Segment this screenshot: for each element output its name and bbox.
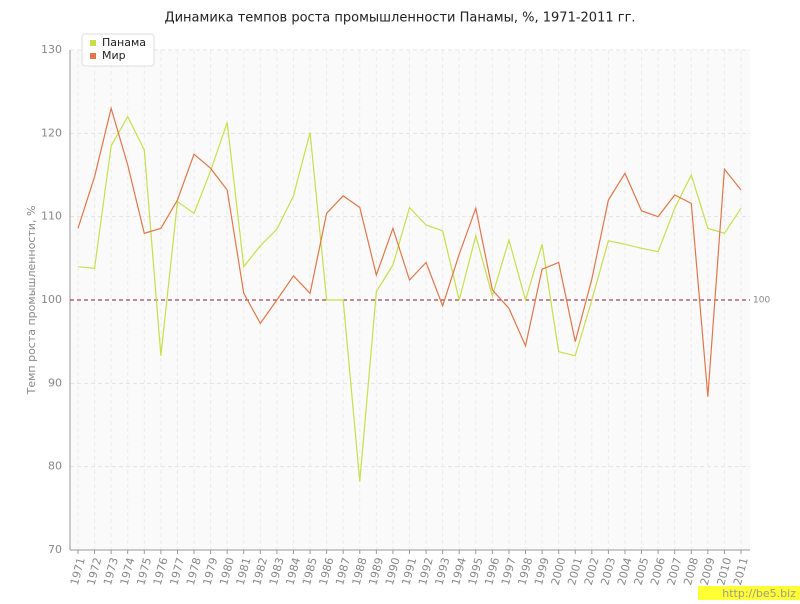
chart-title: Динамика темпов роста промышленности Пан… (164, 11, 635, 26)
watermark: http://be5.biz (722, 587, 796, 600)
y-tick-label: 110 (41, 210, 62, 223)
series-line (77, 106, 742, 397)
y-tick-label: 100 (41, 293, 62, 306)
watermark-bg (698, 586, 800, 600)
legend-label: Панама (102, 36, 146, 49)
y-tick-label: 70 (48, 543, 62, 556)
reference-label: 100 (753, 296, 770, 306)
y-tick-label: 130 (41, 43, 62, 56)
legend-label: Мир (102, 49, 126, 62)
legend-box (81, 33, 155, 67)
y-tick-label: 80 (48, 460, 62, 473)
x-tick-label: 2011 (731, 556, 751, 586)
y-axis-label: Темп роста промышленности, % (25, 206, 38, 396)
series-line (77, 115, 742, 482)
legend-swatch (90, 40, 96, 46)
legend-swatch (90, 53, 96, 59)
y-tick-label: 120 (41, 126, 62, 139)
y-tick-label: 90 (48, 376, 62, 389)
